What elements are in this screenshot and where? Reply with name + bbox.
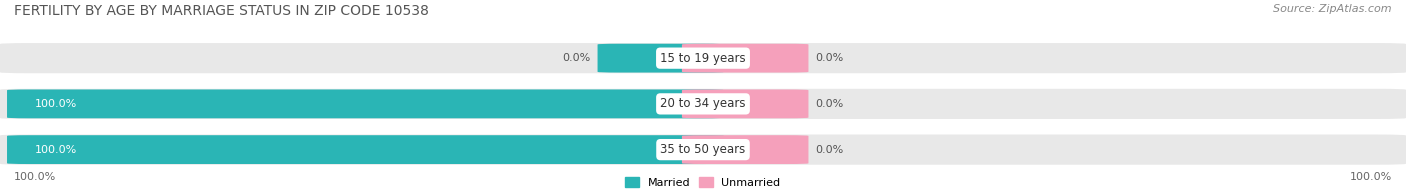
Text: 100.0%: 100.0% (14, 172, 56, 182)
Text: 100.0%: 100.0% (35, 145, 77, 155)
Text: 20 to 34 years: 20 to 34 years (661, 97, 745, 110)
Text: 0.0%: 0.0% (815, 145, 844, 155)
FancyBboxPatch shape (0, 89, 1406, 119)
Text: FERTILITY BY AGE BY MARRIAGE STATUS IN ZIP CODE 10538: FERTILITY BY AGE BY MARRIAGE STATUS IN Z… (14, 4, 429, 18)
FancyBboxPatch shape (7, 135, 724, 164)
Text: Source: ZipAtlas.com: Source: ZipAtlas.com (1274, 4, 1392, 14)
Text: 0.0%: 0.0% (815, 53, 844, 63)
Text: 0.0%: 0.0% (562, 53, 591, 63)
Text: 0.0%: 0.0% (815, 99, 844, 109)
FancyBboxPatch shape (682, 90, 808, 118)
Text: 35 to 50 years: 35 to 50 years (661, 143, 745, 156)
Text: 100.0%: 100.0% (1350, 172, 1392, 182)
Text: 100.0%: 100.0% (35, 99, 77, 109)
Text: 15 to 19 years: 15 to 19 years (661, 52, 745, 65)
FancyBboxPatch shape (7, 90, 724, 118)
FancyBboxPatch shape (598, 44, 724, 73)
Legend: Married, Unmarried: Married, Unmarried (626, 177, 780, 188)
FancyBboxPatch shape (682, 44, 808, 73)
FancyBboxPatch shape (682, 135, 808, 164)
FancyBboxPatch shape (0, 43, 1406, 73)
FancyBboxPatch shape (0, 134, 1406, 165)
